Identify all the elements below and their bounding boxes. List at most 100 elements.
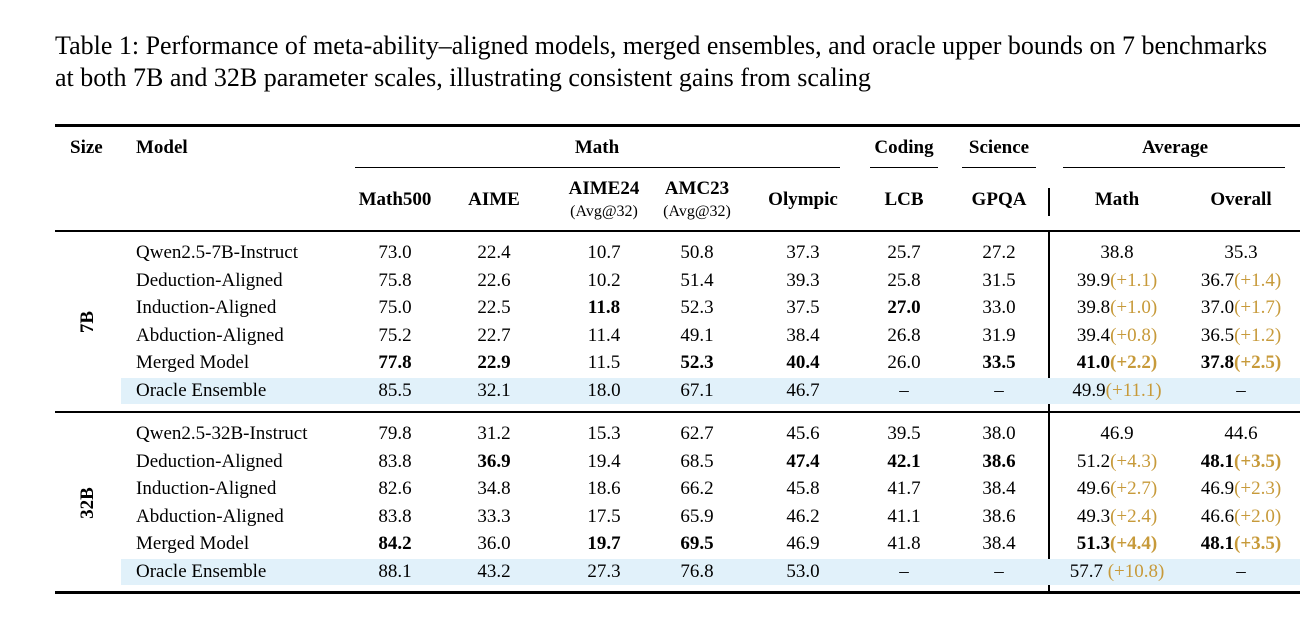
cell-value: 39.8 (1076, 297, 1111, 319)
cell-value: 46.9 (1100, 423, 1134, 444)
table-cell: 36.7(+1.4) (1201, 270, 1281, 292)
cell-value: – (994, 380, 1004, 401)
gain-delta: (+4.4) (1110, 533, 1158, 555)
cell-value: 11.5 (587, 352, 621, 374)
cell-value: 85.5 (378, 380, 412, 401)
cell-value: 10.2 (587, 269, 621, 291)
column-header-math: Math (1094, 189, 1140, 210)
table-cell: 10.2 (587, 270, 620, 292)
cell-value: 46.2 (786, 505, 820, 527)
table-cell: 46.9 (1100, 423, 1133, 445)
table-cell: 85.5 (378, 380, 411, 402)
model-header: Model (136, 137, 188, 158)
cell-value: 38.6 (982, 505, 1016, 527)
average-divider-body (1048, 231, 1050, 592)
cell-value: 17.5 (587, 505, 621, 527)
table-cell: 66.2 (680, 478, 713, 500)
table-cell: 48.1(+3.5) (1201, 451, 1281, 473)
table-cell: 25.8 (887, 270, 920, 292)
table-cell: 51.4 (680, 270, 713, 292)
table-cell: 36.5(+1.2) (1201, 325, 1281, 347)
cell-value: 41.1 (887, 505, 921, 527)
cell-value: 51.4 (680, 269, 714, 291)
cell-value: 65.9 (680, 505, 714, 527)
table-cell: 31.5 (982, 270, 1015, 292)
table-cell: 38.8 (1100, 242, 1133, 264)
average-group-header: Average (1141, 137, 1209, 158)
table-cell: 17.5 (587, 506, 620, 528)
table-cell: 49.9(+11.1) (1072, 380, 1161, 402)
table-cell: 19.7 (587, 533, 620, 555)
cell-value: 37.3 (786, 242, 820, 263)
model-name: Oracle Ensemble (136, 380, 267, 401)
table-cell: 37.3 (786, 242, 819, 264)
gain-delta: (+4.3) (1110, 450, 1158, 472)
table-cell: 19.4 (587, 451, 620, 473)
gain-delta: (+3.5) (1234, 533, 1282, 555)
cell-value: 88.1 (378, 561, 412, 582)
table-cell: 11.5 (588, 352, 621, 374)
cell-value: 77.8 (378, 352, 412, 374)
table-cell: 77.8 (378, 352, 411, 374)
cell-value: 50.8 (680, 242, 714, 263)
table-cell: 39.5 (887, 423, 920, 445)
model-name: Induction-Aligned (136, 478, 277, 500)
cell-value: 22.9 (477, 352, 511, 374)
cell-value: 38.4 (982, 533, 1016, 555)
cell-value: 39.5 (887, 423, 921, 444)
cell-value: – (1236, 561, 1246, 582)
table-cell: 11.8 (588, 297, 620, 319)
gain-delta: (+3.5) (1234, 450, 1282, 472)
cell-value: 25.8 (887, 269, 921, 291)
gain-delta: (+0.8) (1110, 324, 1158, 346)
table-cell: 39.3 (786, 270, 819, 292)
bottom-rule (55, 591, 1300, 594)
table-cell: 75.0 (378, 297, 411, 319)
cell-value: 57.7 (1069, 561, 1103, 582)
cell-value: 37.8 (1200, 352, 1235, 374)
cell-value: 34.8 (477, 478, 511, 500)
cell-value: – (1236, 380, 1246, 401)
table-cell: 43.2 (477, 561, 510, 583)
table-cell: 65.9 (680, 506, 713, 528)
table-cell: 67.1 (680, 380, 713, 402)
table-cell: 22.5 (477, 297, 510, 319)
table-cell: 46.6(+2.0) (1201, 506, 1281, 528)
table-cell: 62.7 (680, 423, 713, 445)
cell-value: 31.5 (982, 269, 1016, 291)
cell-value: 39.4 (1076, 324, 1111, 346)
cell-value: 43.2 (477, 561, 511, 582)
table-cell: 49.3(+2.4) (1077, 506, 1157, 528)
gain-delta: (+1.7) (1234, 297, 1282, 319)
cell-value: 82.6 (378, 478, 412, 500)
table-cell: 39.9(+1.1) (1077, 270, 1157, 292)
table-cell: 33.0 (982, 297, 1015, 319)
table-cell: 37.0(+1.7) (1201, 297, 1281, 319)
cell-value: 84.2 (378, 533, 412, 555)
header-bottom-rule (55, 230, 1300, 232)
cell-value: 79.8 (378, 423, 412, 444)
table-cell: 82.6 (378, 478, 411, 500)
table-cell: 39.4(+0.8) (1077, 325, 1157, 347)
table-cell: 46.9 (786, 533, 819, 555)
cell-value: 37.0 (1200, 297, 1235, 319)
cell-value: 67.1 (680, 380, 714, 401)
table-cell: 40.4 (786, 352, 819, 374)
row-highlight (121, 559, 1300, 585)
cell-value: 22.5 (477, 297, 511, 319)
cell-value: 42.1 (887, 450, 921, 472)
cell-value: 47.4 (786, 450, 820, 472)
cell-value: 19.7 (587, 533, 621, 555)
table-cell: 52.3 (680, 297, 713, 319)
cell-value: 48.1 (1200, 533, 1235, 555)
cell-value: – (899, 380, 909, 401)
section-divider-rule (55, 411, 1300, 413)
table-cell: 35.3 (1224, 242, 1257, 264)
cell-value: 25.7 (887, 242, 921, 263)
cell-value: 38.4 (786, 324, 820, 346)
table-cell: 38.6 (982, 451, 1015, 473)
table-cell: – (1236, 380, 1246, 402)
cell-value: 22.4 (477, 242, 511, 263)
gain-delta: (+2.5) (1234, 352, 1282, 374)
table-cell: 69.5 (680, 533, 713, 555)
